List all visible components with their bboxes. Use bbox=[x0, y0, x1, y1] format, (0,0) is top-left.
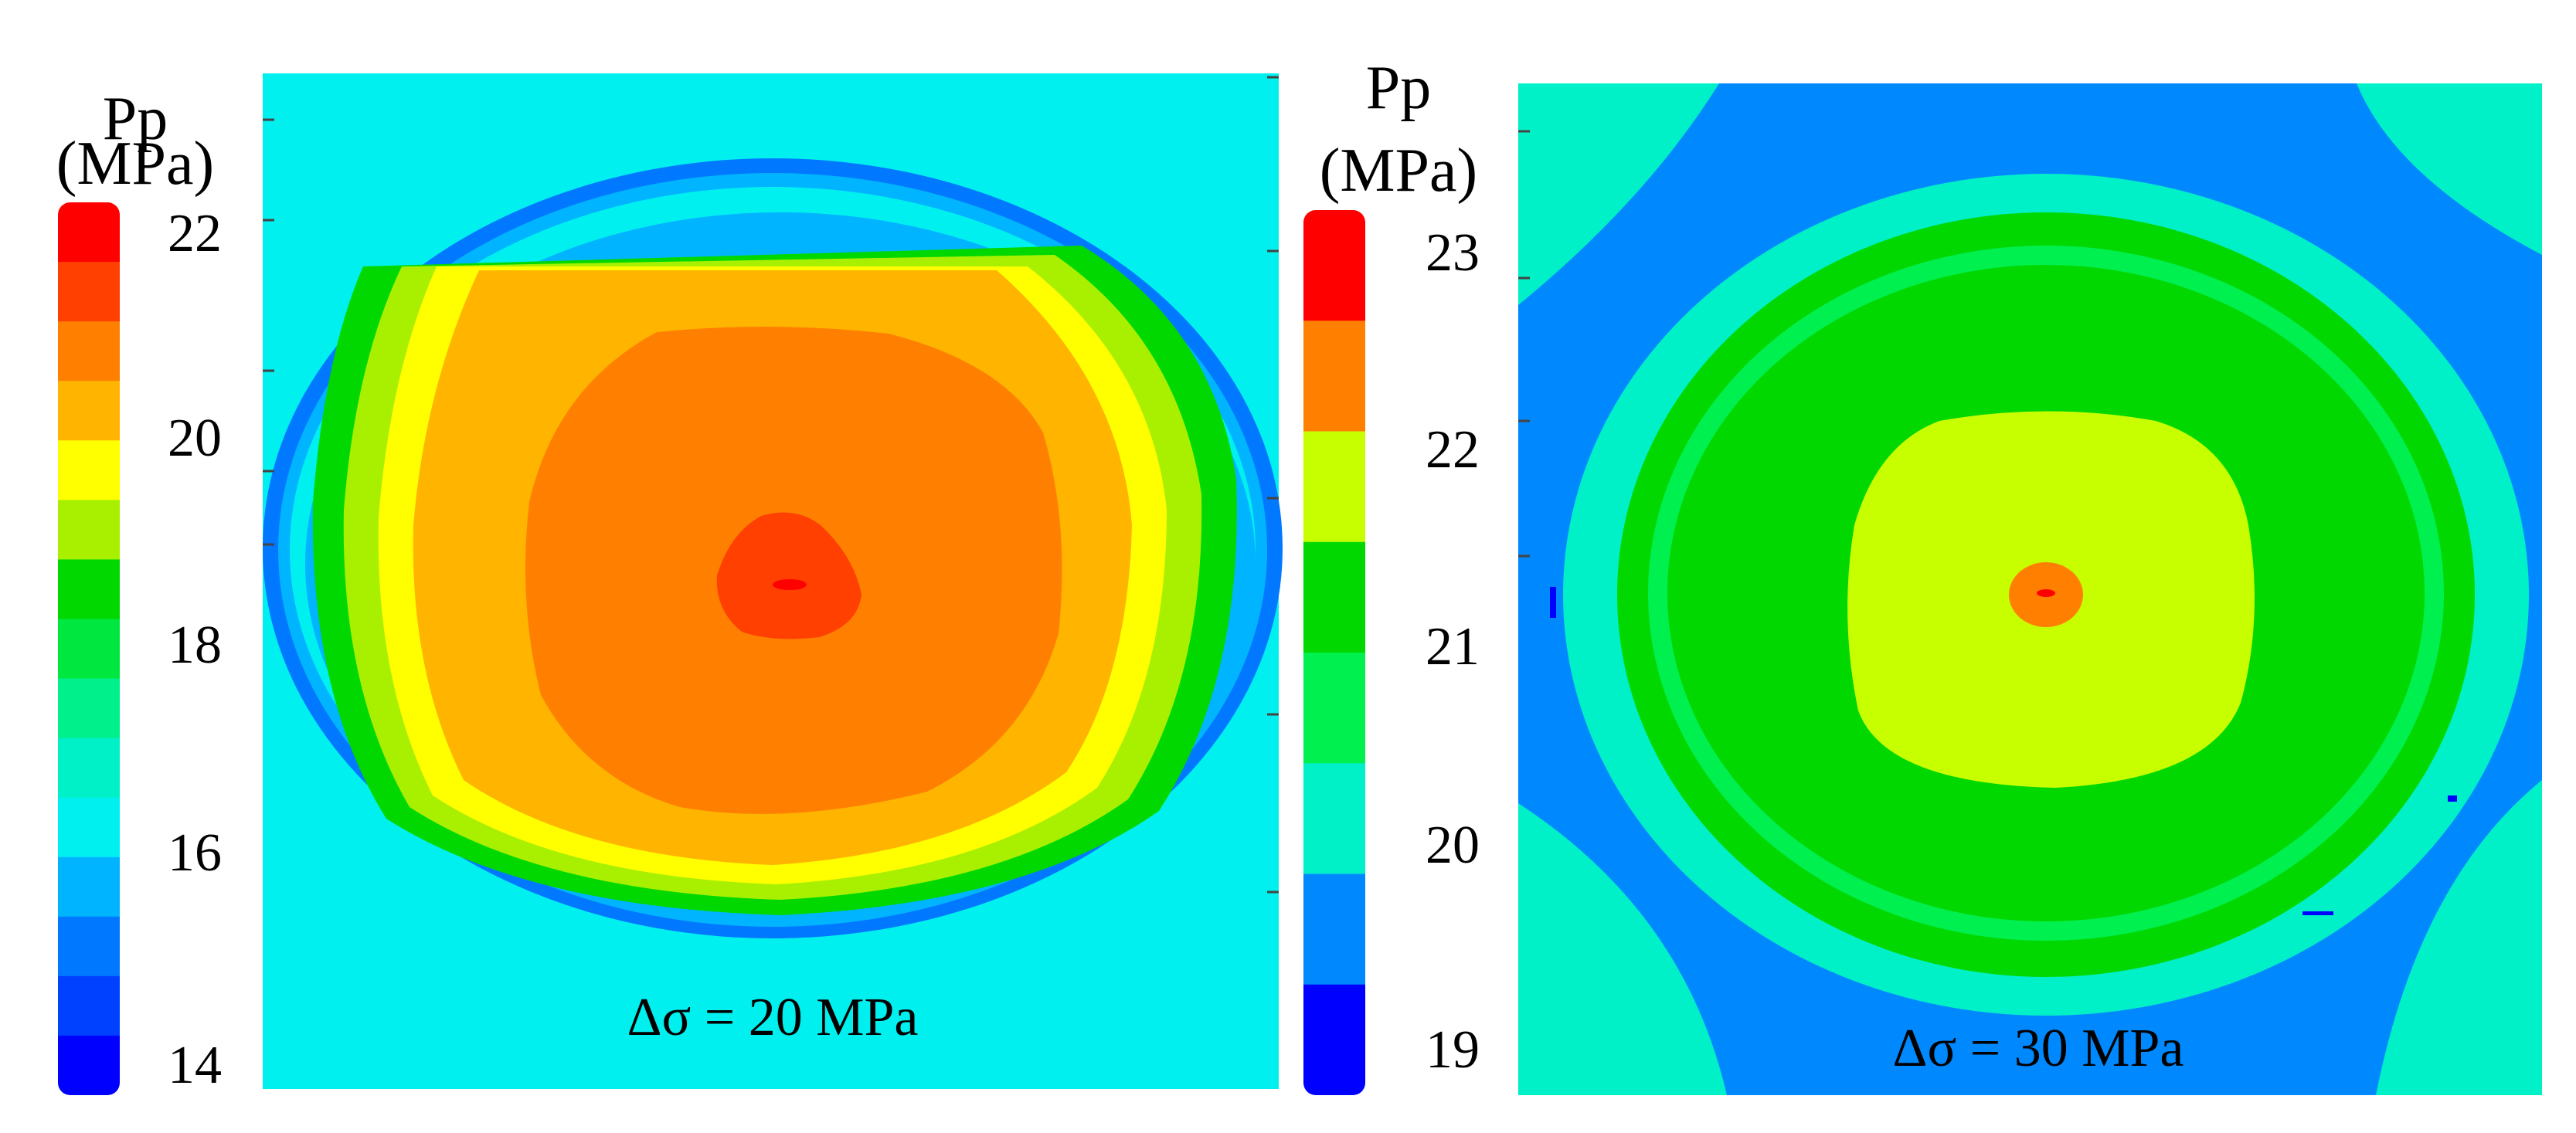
colorbar-segment bbox=[58, 678, 120, 739]
contour-plot-right bbox=[1518, 83, 2542, 1095]
chart-right: Pp (MPa) 23 22 21 20 19 bbox=[1303, 54, 2542, 1095]
chart-left: Pp (MPa) 22 20 18 16 14 bbox=[56, 73, 1283, 1095]
colorbar-right-title-line2: (MPa) bbox=[1320, 137, 1477, 205]
colorbar-left-tick-label: 22 bbox=[168, 204, 222, 263]
colorbar-left-title-line1: Pp bbox=[103, 85, 168, 153]
colorbar-segment bbox=[58, 738, 120, 799]
colorbar-segment bbox=[58, 321, 120, 382]
colorbar-left-title-line2: (MPa) bbox=[56, 130, 214, 198]
colorbar-segment bbox=[58, 202, 120, 263]
colorbar-segment bbox=[1303, 653, 1365, 765]
colorbar-left-tick-label: 14 bbox=[168, 1036, 222, 1095]
colorbar-segment bbox=[58, 559, 120, 620]
colorbar-segment bbox=[1303, 763, 1365, 875]
colorbar-segment bbox=[58, 1035, 120, 1095]
contour-speck bbox=[2302, 911, 2333, 915]
plot-left-title: Δσ = 20 MPa bbox=[627, 988, 919, 1047]
colorbar-segment bbox=[1303, 873, 1365, 985]
colorbar-segment bbox=[1303, 210, 1365, 322]
colorbar-segment bbox=[1303, 321, 1365, 433]
contour-band bbox=[773, 579, 807, 590]
colorbar-right-tick-label: 19 bbox=[1426, 1020, 1480, 1080]
colorbar-segment bbox=[58, 440, 120, 501]
plot-right-title: Δσ = 30 MPa bbox=[1893, 1019, 2184, 1078]
colorbar-right-tick-label: 23 bbox=[1426, 223, 1480, 283]
colorbar-right-tick-label: 22 bbox=[1426, 420, 1480, 480]
colorbar-right bbox=[1303, 210, 1365, 1095]
contour-speck bbox=[1550, 587, 1556, 618]
contour-band bbox=[2037, 589, 2055, 597]
colorbar-segment bbox=[58, 916, 120, 977]
colorbar-segment bbox=[58, 262, 120, 323]
colorbar-left-tick-label: 20 bbox=[168, 409, 222, 468]
colorbar-segment bbox=[1303, 984, 1365, 1095]
colorbar-segment bbox=[58, 797, 120, 858]
colorbar-right-tick-label: 21 bbox=[1426, 617, 1480, 677]
contour-plot-left bbox=[263, 73, 1283, 1089]
colorbar-segment bbox=[58, 619, 120, 680]
contour-speck bbox=[2448, 795, 2457, 802]
colorbar-segment bbox=[1303, 431, 1365, 543]
colorbar-left bbox=[58, 202, 120, 1095]
colorbar-right-tick-label: 20 bbox=[1426, 816, 1480, 875]
colorbar-right-title-line1: Pp bbox=[1366, 54, 1432, 122]
colorbar-segment bbox=[58, 857, 120, 918]
contour-band bbox=[716, 512, 861, 639]
colorbar-left-tick-label: 16 bbox=[168, 823, 222, 883]
colorbar-segment bbox=[58, 975, 120, 1036]
colorbar-segment bbox=[58, 500, 120, 561]
colorbar-segment bbox=[58, 381, 120, 442]
colorbar-left-tick-label: 18 bbox=[168, 616, 222, 675]
colorbar-segment bbox=[1303, 541, 1365, 653]
